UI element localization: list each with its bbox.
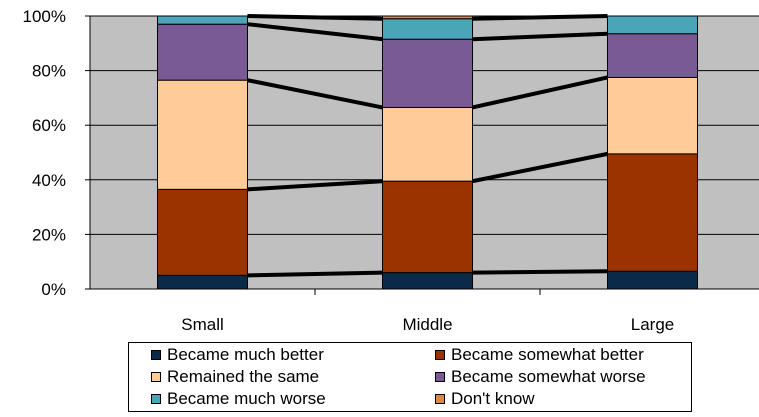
chart-legend: Became much better Became somewhat better… <box>128 342 692 412</box>
y-tick-label: 0% <box>41 280 66 299</box>
x-tick-label: Large <box>631 315 674 334</box>
bar-segment <box>382 38 473 108</box>
series-line <box>472 31 608 42</box>
bar-segment <box>607 15 698 35</box>
series-line <box>472 151 608 184</box>
x-tick-label: Small <box>181 315 224 334</box>
bar-segment <box>382 272 473 290</box>
bar-segment <box>157 79 248 190</box>
series-line <box>472 75 608 110</box>
legend-label: Became somewhat better <box>451 345 644 364</box>
legend-swatch <box>435 394 445 404</box>
bar-segment <box>157 23 248 81</box>
bar-segment <box>382 106 473 182</box>
y-tick-label: 100% <box>23 7 66 26</box>
y-tick-label: 60% <box>32 116 66 135</box>
bar-segment <box>157 15 248 25</box>
series-line <box>472 269 608 275</box>
y-tick-label: 80% <box>32 62 66 81</box>
series-line <box>472 14 608 21</box>
legend-item: Became somewhat better <box>435 344 644 366</box>
bar-segment <box>382 15 473 20</box>
stacked-bar-chart: 0% 20% 40% 60% 80% 100% Small Middle Large <box>23 7 759 334</box>
bar-segment <box>382 180 473 274</box>
y-tick-label: 20% <box>32 225 66 244</box>
legend-item: Remained the same <box>151 366 319 388</box>
bar-segment <box>607 76 698 155</box>
bar-segment <box>382 18 473 40</box>
series-line <box>247 270 383 278</box>
legend-label: Became much worse <box>167 389 326 408</box>
bar-segment <box>157 274 248 290</box>
bar-segment <box>607 153 698 272</box>
series-line <box>247 22 383 42</box>
legend-label: Became much better <box>167 345 324 364</box>
legend-label: Remained the same <box>167 367 320 386</box>
series-line <box>247 179 383 192</box>
y-tick-label: 40% <box>32 171 66 190</box>
x-tick-label: Middle <box>402 315 452 334</box>
legend-swatch <box>151 350 161 360</box>
series-line <box>247 14 383 21</box>
legend-item: Don't know <box>435 388 535 410</box>
bar-segment <box>607 270 698 290</box>
legend-label: Don't know <box>451 389 535 408</box>
legend-item: Became much worse <box>151 388 326 410</box>
bar-segment <box>607 33 698 78</box>
legend-swatch <box>151 372 161 382</box>
series-line <box>247 78 383 110</box>
legend-label: Became somewhat worse <box>451 367 646 386</box>
legend-item: Became much better <box>151 344 324 366</box>
legend-swatch <box>435 372 445 382</box>
bar-segment <box>157 188 248 276</box>
legend-swatch <box>435 350 445 360</box>
legend-swatch <box>151 394 161 404</box>
legend-item: Became somewhat worse <box>435 366 646 388</box>
